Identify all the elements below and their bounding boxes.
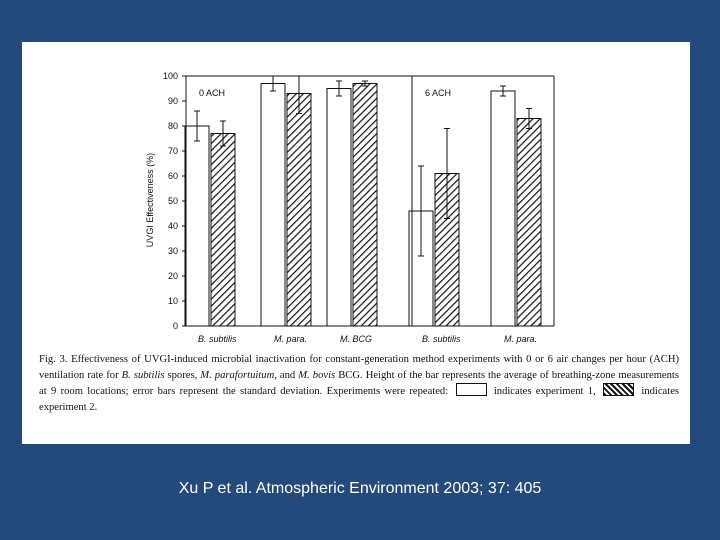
- y-tick-label-100: 100: [163, 71, 178, 81]
- x-category-label-2: M. BCG: [340, 334, 372, 344]
- y-axis-label: UVGI Effectiveness (%): [145, 153, 155, 247]
- bar-series2-cat0: [210, 133, 236, 327]
- group-label-6-ach: 6 ACH: [425, 88, 451, 98]
- bar-series2-cat4: [516, 118, 542, 327]
- y-tick-label-20: 20: [168, 271, 178, 281]
- y-tick-label-0: 0: [173, 321, 178, 331]
- x-category-label-4: M. para.: [504, 334, 537, 344]
- bar-chart: 0 10 20 30 40 50 60 70 80 90 100 B. subtilis M. para…: [145, 71, 555, 344]
- figure-panel: 0 10 20 30 40 50 60 70 80 90 100 B. subtilis M. para…: [22, 42, 690, 444]
- group-label-0-ach: 0 ACH: [199, 88, 225, 98]
- y-tick-label-90: 90: [168, 96, 178, 106]
- figure-caption: Fig. 3. Effectiveness of UVGI-induced mi…: [39, 352, 679, 415]
- x-category-label-1: M. para.: [274, 334, 307, 344]
- y-tick-label-10: 10: [168, 296, 178, 306]
- bar-series2-cat1: [286, 93, 312, 327]
- y-tick-label-70: 70: [168, 146, 178, 156]
- x-category-label-0: B. subtilis: [198, 334, 237, 344]
- caption-text: Fig. 3. Effectiveness of UVGI-induced mi…: [39, 354, 680, 413]
- bar-series1-cat2: [326, 88, 352, 327]
- y-tick-label-50: 50: [168, 196, 178, 206]
- bar-series2-cat2: [352, 83, 378, 327]
- x-category-label-3: B. subtilis: [422, 334, 461, 344]
- bar-series1-cat0: [184, 125, 210, 327]
- legend-swatch-experiment-1: [455, 383, 487, 396]
- y-tick-label-60: 60: [168, 171, 178, 181]
- citation-text: Xu P et al. Atmospheric Environment 2003…: [178, 480, 542, 497]
- y-tick-label-30: 30: [168, 246, 178, 256]
- y-tick-label-80: 80: [168, 121, 178, 131]
- y-tick-label-40: 40: [168, 221, 178, 231]
- bar-series1-cat1: [260, 83, 286, 327]
- legend-swatch-experiment-2: [603, 383, 635, 396]
- bar-series1-cat4: [490, 90, 516, 327]
